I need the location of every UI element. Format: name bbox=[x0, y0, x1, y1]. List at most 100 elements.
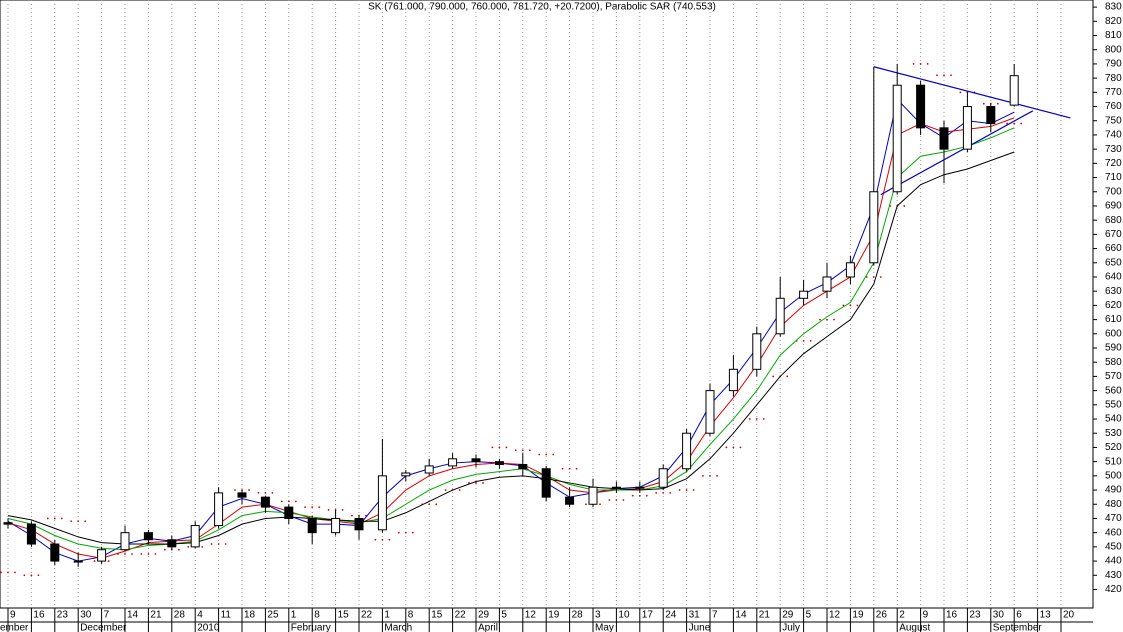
y-tick-label: 590 bbox=[1105, 343, 1122, 354]
sar-dot bbox=[552, 453, 555, 456]
x-tick-label: 1 bbox=[291, 610, 297, 621]
sar-dot bbox=[351, 514, 353, 517]
y-tick-label: 690 bbox=[1105, 201, 1122, 212]
sar-dot bbox=[147, 553, 150, 555]
month-label: June bbox=[689, 623, 711, 632]
y-tick-label: 660 bbox=[1105, 243, 1122, 254]
candle-body bbox=[635, 486, 645, 489]
candle-body bbox=[331, 517, 341, 534]
sar-dot bbox=[772, 375, 775, 378]
sar-dot bbox=[505, 446, 508, 449]
month-label: ember bbox=[0, 623, 29, 632]
month-label: May bbox=[595, 623, 614, 632]
y-tick-label: 810 bbox=[1105, 30, 1122, 41]
sar-dot bbox=[435, 503, 438, 506]
x-tick-label: 23 bbox=[57, 610, 69, 621]
sar-dot bbox=[912, 63, 915, 65]
sar-dot bbox=[475, 482, 477, 484]
x-tick-label: 16 bbox=[33, 610, 45, 621]
sar-dot bbox=[638, 494, 641, 497]
month-label: September bbox=[993, 623, 1043, 632]
y-tick-label: 760 bbox=[1105, 101, 1122, 112]
sar-dot bbox=[131, 553, 133, 555]
x-tick-label: 11 bbox=[221, 610, 232, 621]
sar-dot bbox=[819, 318, 821, 321]
sar-dot bbox=[14, 571, 16, 574]
sar-dot bbox=[46, 517, 49, 520]
candle-body bbox=[401, 472, 411, 477]
sar-dot bbox=[943, 74, 945, 77]
candle-body bbox=[541, 468, 551, 498]
sar-dot bbox=[287, 500, 290, 503]
x-tick-label: 6 bbox=[1016, 610, 1022, 621]
y-tick-label: 570 bbox=[1105, 371, 1122, 382]
y-tick-label: 720 bbox=[1105, 158, 1122, 169]
sar-dot bbox=[865, 276, 868, 278]
sar-dot bbox=[388, 538, 391, 541]
sar-dot bbox=[0, 571, 2, 574]
sar-dot bbox=[950, 74, 952, 77]
sar-dot bbox=[833, 318, 835, 321]
candle-body bbox=[775, 297, 785, 335]
sar-dot bbox=[608, 499, 611, 501]
x-tick-label: 25 bbox=[267, 610, 279, 621]
x-tick-label: 28 bbox=[572, 610, 584, 621]
sar-dot bbox=[575, 467, 578, 470]
y-tick-label: 580 bbox=[1105, 357, 1122, 368]
candle-body bbox=[143, 532, 153, 541]
month-label: March bbox=[384, 623, 412, 632]
x-tick-label: 20 bbox=[1063, 610, 1075, 621]
x-tick-label: 8 bbox=[408, 610, 414, 621]
candle-body bbox=[50, 543, 60, 562]
y-tick-label: 550 bbox=[1105, 399, 1122, 410]
sar-dot bbox=[341, 509, 344, 511]
sar-dot bbox=[60, 517, 63, 520]
x-tick-label: 7 bbox=[712, 610, 718, 621]
candle-body bbox=[284, 506, 294, 519]
x-tick-label: 24 bbox=[665, 610, 677, 621]
y-tick-label: 710 bbox=[1105, 172, 1122, 183]
sar-dot bbox=[210, 543, 213, 545]
y-tick-label: 640 bbox=[1105, 272, 1122, 283]
y-tick-label: 790 bbox=[1105, 59, 1122, 70]
sar-dot bbox=[7, 571, 9, 574]
sar-dot bbox=[428, 503, 431, 506]
sar-dot bbox=[257, 491, 260, 494]
sar-dot bbox=[849, 304, 852, 307]
sar-dot bbox=[622, 499, 625, 501]
sar-dot bbox=[919, 63, 922, 65]
candle-body bbox=[260, 496, 270, 508]
sar-dot bbox=[381, 538, 384, 541]
x-tick-label: 31 bbox=[689, 610, 701, 621]
x-tick-label: 23 bbox=[969, 610, 981, 621]
sar-dot bbox=[538, 453, 541, 456]
sar-dot bbox=[903, 205, 906, 207]
y-tick-label: 670 bbox=[1105, 229, 1122, 240]
candle-body bbox=[939, 127, 949, 150]
candle-body bbox=[190, 525, 200, 548]
sar-dot bbox=[53, 517, 56, 520]
sar-dot bbox=[655, 491, 658, 494]
x-tick-label: 5 bbox=[806, 610, 812, 621]
y-tick-label: 530 bbox=[1105, 428, 1122, 439]
sar-dot bbox=[84, 520, 87, 523]
candle-body bbox=[728, 368, 738, 392]
candle-body bbox=[705, 390, 715, 434]
sar-dot bbox=[248, 489, 250, 491]
y-tick-label: 830 bbox=[1105, 2, 1122, 13]
sar-dot bbox=[514, 449, 517, 452]
sar-dot bbox=[304, 506, 307, 508]
sar-dot bbox=[397, 531, 400, 534]
candle-body bbox=[869, 191, 879, 264]
x-tick-label: 1 bbox=[384, 610, 390, 621]
sar-dot bbox=[294, 500, 297, 503]
sar-dot bbox=[163, 548, 166, 551]
candle-body bbox=[471, 458, 481, 463]
x-tick-label: 18 bbox=[244, 610, 256, 621]
y-tick-label: 560 bbox=[1105, 385, 1122, 396]
x-tick-label: 13 bbox=[1040, 610, 1052, 621]
y-tick-label: 740 bbox=[1105, 130, 1122, 141]
x-tick-label: 10 bbox=[618, 610, 630, 621]
candle-body bbox=[26, 523, 36, 545]
y-tick-label: 440 bbox=[1105, 556, 1122, 567]
